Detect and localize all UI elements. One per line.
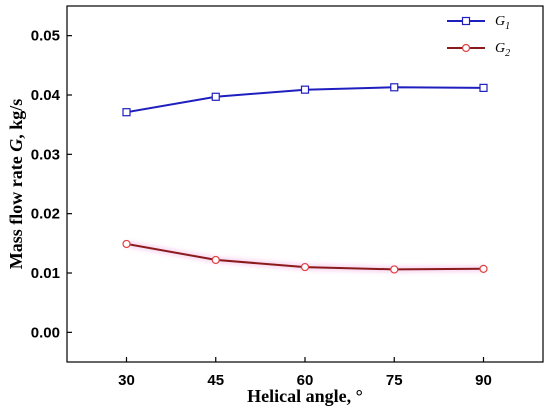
series-1-point bbox=[300, 85, 310, 94]
y-axis: 0.00 0.01 0.02 0.03 0.04 0.05 bbox=[31, 28, 72, 341]
x-tick-label: 60 bbox=[297, 372, 314, 389]
legend-entry-label: G2 bbox=[495, 41, 510, 59]
x-tick-label: 45 bbox=[207, 372, 224, 389]
y-tick-label: 0.02 bbox=[31, 206, 60, 223]
legend-entry-label: G1 bbox=[495, 14, 510, 32]
y-tick-label: 0.05 bbox=[31, 28, 60, 45]
series-2-point bbox=[122, 239, 131, 249]
series-2-point bbox=[479, 264, 488, 273]
series-2-point bbox=[390, 265, 399, 274]
x-axis: 30 45 60 75 90 bbox=[118, 357, 492, 389]
legend-marker bbox=[461, 16, 471, 26]
series-group bbox=[122, 83, 488, 274]
series-1-point bbox=[390, 83, 399, 92]
legend-marker bbox=[461, 43, 471, 53]
y-axis-label: Mass flow rate G, kg/s bbox=[6, 99, 26, 270]
legend: G1 G2 bbox=[447, 14, 510, 59]
series-1-point bbox=[122, 108, 131, 117]
y-tick-label: 0.03 bbox=[31, 146, 60, 163]
series-2-point bbox=[300, 262, 310, 272]
x-tick-label: 75 bbox=[386, 372, 403, 389]
x-tick-label: 90 bbox=[475, 372, 492, 389]
series-1-point bbox=[479, 83, 488, 92]
y-tick-label: 0.04 bbox=[31, 87, 61, 104]
x-tick-label: 30 bbox=[118, 372, 135, 389]
y-tick-label: 0.00 bbox=[31, 324, 60, 341]
series-2-point bbox=[211, 255, 220, 265]
y-tick-label: 0.01 bbox=[31, 265, 60, 282]
plot-frame bbox=[66, 5, 544, 363]
series-1-point bbox=[211, 92, 220, 101]
x-axis-label: Helical angle, ° bbox=[247, 386, 363, 406]
